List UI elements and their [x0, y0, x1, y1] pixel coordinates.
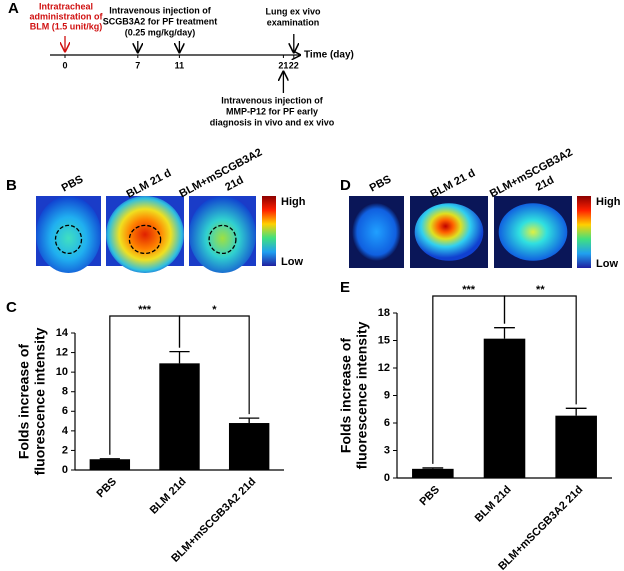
x-tick-label: PBS: [418, 484, 442, 508]
color-scale: [577, 196, 591, 268]
note-line: Intratracheal: [39, 1, 93, 11]
y-tick-label: 8: [62, 386, 68, 398]
panel-letter: B: [6, 177, 17, 194]
panel-letter: A: [8, 0, 19, 17]
mouse-body: [36, 196, 101, 273]
group-label: BLM+mSCGB3A2: [177, 146, 264, 200]
y-tick-label: 4: [62, 425, 69, 437]
error-bar: [422, 467, 444, 469]
note-line: (0.25 mg/kg/day): [125, 27, 196, 37]
y-axis-label: fluorescence intensity: [354, 321, 370, 469]
note-line: administration of: [29, 11, 103, 21]
significance-label: ***: [138, 304, 152, 316]
panel-letter: C: [6, 299, 17, 316]
y-tick-label: 18: [378, 307, 390, 319]
note-line: BLM (1.5 unit/kg): [30, 21, 103, 31]
roi: [54, 224, 83, 255]
note-line: Intravenous injection of: [221, 95, 324, 105]
x-tick-label: BLM 21d: [148, 476, 189, 517]
y-tick-label: 3: [384, 444, 390, 456]
group-label: 21d: [534, 174, 556, 194]
group-label: PBS: [60, 173, 86, 194]
y-tick-label: 14: [56, 327, 69, 339]
bar: [483, 338, 526, 478]
error-bar: [239, 417, 260, 424]
lung: [498, 203, 568, 261]
y-axis-label: Folds increase of: [16, 344, 32, 459]
day-label: 0: [62, 60, 67, 70]
significance-bracket: [178, 315, 250, 415]
mouse-body: [106, 196, 184, 273]
bar: [159, 363, 200, 470]
day-label: 22: [289, 60, 299, 70]
y-tick-label: 2: [62, 444, 68, 456]
x-tick-label: PBS: [95, 476, 119, 500]
significance-label: **: [536, 284, 545, 296]
panel-letter: E: [340, 279, 350, 296]
bar: [89, 459, 131, 470]
note-line: SCGB3A2 for PF treatment: [103, 16, 218, 26]
error-bar: [494, 327, 515, 339]
group-label: 21d: [223, 174, 245, 194]
note-line: MMP-P12 for PF early: [226, 106, 318, 116]
axis-label: Time (day): [304, 50, 354, 61]
error-bar: [565, 407, 587, 416]
y-axis-label: fluorescence intensity: [32, 327, 48, 475]
group-label: BLM+mSCGB3A2: [488, 146, 575, 200]
y-axis-label: Folds increase of: [338, 338, 354, 453]
mouse-body: [189, 196, 256, 273]
y-tick-label: 15: [378, 334, 390, 346]
lung: [352, 203, 401, 261]
significance-bracket: [503, 295, 577, 405]
panel-letter: D: [340, 177, 351, 194]
bar: [555, 415, 597, 478]
bar: [228, 423, 270, 470]
lung: [414, 203, 484, 261]
error-bar: [169, 350, 190, 364]
day-label: 7: [135, 60, 140, 70]
y-tick-label: 10: [56, 366, 68, 378]
note-line: diagnosis in vivo and ex vivo: [210, 117, 335, 127]
note-line: examination: [267, 17, 320, 27]
day-label: 11: [175, 60, 185, 70]
y-tick-label: 9: [384, 389, 390, 401]
scale-label: High: [596, 196, 621, 208]
y-tick-label: 12: [378, 362, 390, 374]
scale-label: Low: [281, 256, 303, 268]
significance-label: *: [212, 304, 217, 316]
color-scale: [262, 196, 276, 266]
y-tick-label: 12: [56, 346, 68, 358]
group-label: BLM 21 d: [429, 167, 478, 201]
group-label: PBS: [368, 173, 394, 194]
y-tick-label: 0: [62, 464, 68, 476]
scale-label: Low: [596, 258, 618, 270]
note-line: Lung ex vivo: [265, 6, 321, 16]
scale-label: High: [281, 196, 306, 208]
day-label: 21: [278, 60, 288, 70]
y-tick-label: 6: [62, 405, 68, 417]
x-tick-label: BLM 21d: [473, 484, 514, 525]
roi: [208, 224, 237, 255]
y-tick-label: 6: [384, 417, 390, 429]
note-line: Intravenous injection of: [109, 5, 212, 15]
significance-label: ***: [462, 284, 476, 296]
roi: [128, 224, 162, 255]
x-tick-label: BLM+mSCGB3A2 21d: [496, 484, 585, 571]
y-tick-label: 0: [384, 472, 390, 484]
group-label: BLM 21 d: [125, 167, 174, 201]
bar: [412, 468, 454, 478]
